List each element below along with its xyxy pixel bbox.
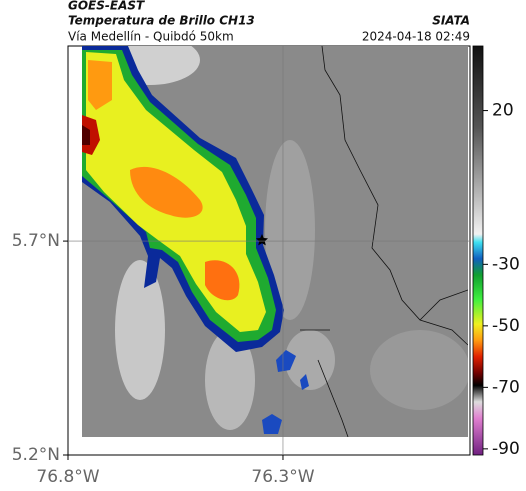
- route: Vía Medellín - Quibdó 50km: [68, 30, 234, 44]
- x-tick-label: 76.8°W: [36, 467, 99, 487]
- source: SIATA: [432, 14, 470, 28]
- colorbar-tick-label: -50: [492, 316, 520, 336]
- colorbar-tick-label: -70: [492, 377, 520, 397]
- satellite-image: [82, 46, 468, 437]
- colorbar-tick-label: -30: [492, 254, 520, 274]
- subtitle: Temperatura de Brillo CH13: [68, 14, 255, 28]
- timestamp: 2024-04-18 02:49: [362, 30, 470, 44]
- y-tick-label: 5.7°N: [12, 231, 60, 251]
- title: GOES-EAST: [68, 0, 145, 13]
- colorbar-tick-label: 20: [492, 101, 514, 121]
- colorbar: [472, 45, 484, 456]
- x-tick-label: 76.3°W: [251, 467, 314, 487]
- colorbar-tick-label: -90: [492, 439, 520, 459]
- y-tick-label: 5.2°N: [12, 445, 60, 465]
